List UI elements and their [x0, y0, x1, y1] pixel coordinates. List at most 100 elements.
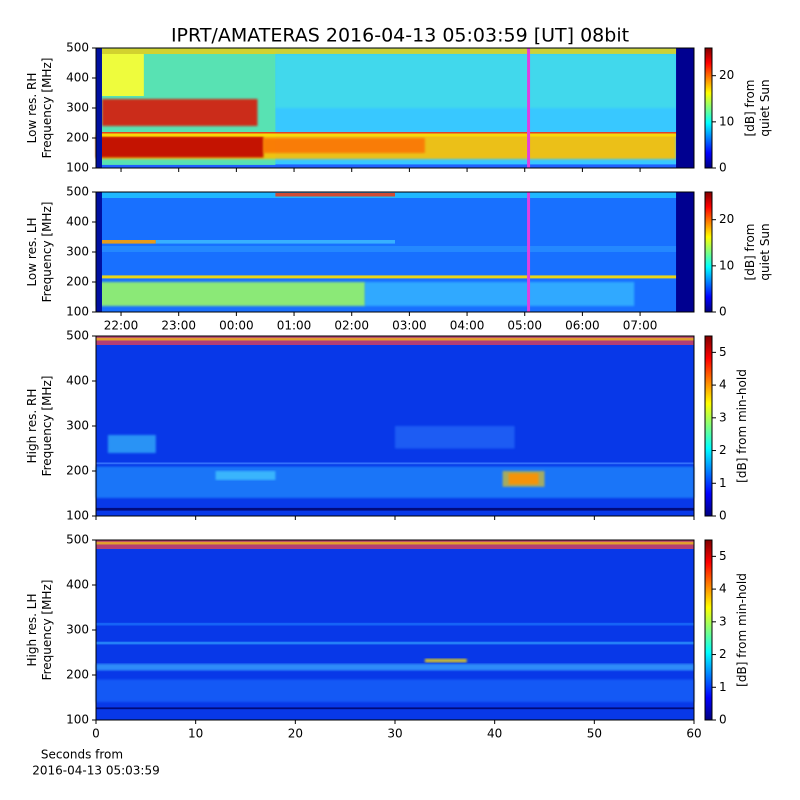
y-tick-label: 100 [66, 161, 89, 175]
y-axis-label-line: High res. RH [25, 389, 39, 464]
spectrum-region [96, 48, 694, 54]
y-tick-label: 500 [66, 185, 89, 199]
spectrogram [96, 540, 694, 720]
y-tick-label: 400 [66, 374, 89, 388]
spectrum-region [96, 133, 694, 137]
y-axis-label-line: Frequency [MHz] [40, 376, 54, 477]
colorbar-tick-label: 5 [719, 345, 727, 359]
x-tick-label: 00:00 [219, 319, 254, 333]
spectrum-region [215, 471, 276, 480]
spectrum-region [96, 164, 694, 168]
colorbar-tick-label: 0 [719, 305, 727, 319]
spectrum-region [365, 282, 635, 306]
spectrum-region [96, 337, 694, 341]
colorbar-label-line: [dB] from [743, 224, 757, 281]
y-tick-label: 500 [66, 41, 89, 55]
colorbar-tick-label: 0 [719, 161, 727, 175]
spectrogram [96, 48, 694, 168]
colorbar-label-line: quiet Sun [758, 79, 772, 136]
spectrum-region [263, 138, 425, 153]
colorbar-tick-label: 3 [719, 614, 727, 628]
colorbar-label: [dB] fromquiet Sun [743, 223, 772, 280]
colorbar-tick-label: 10 [719, 114, 734, 128]
x-tick-label: 0 [92, 727, 100, 741]
colorbar-tick-label: 5 [719, 549, 727, 563]
y-axis-label-line: Frequency [MHz] [40, 580, 54, 681]
spectrum-region [96, 240, 156, 244]
y-tick-label: 300 [66, 101, 89, 115]
colorbar-tick-label: 4 [719, 582, 727, 596]
x-tick-label: 04:00 [450, 319, 485, 333]
colorbar-label-line: [dB] from min-hold [735, 573, 749, 687]
colorbar-tick-label: 1 [719, 476, 727, 490]
spectrum-region [96, 707, 694, 710]
x-tick-label: 60 [686, 727, 701, 741]
colorbar-tick-label: 0 [719, 509, 727, 523]
x-axis-label: Seconds from [41, 748, 123, 762]
x-tick-label: 22:00 [104, 319, 139, 333]
y-tick-label: 200 [66, 668, 89, 682]
y-axis-label-line: Frequency [MHz] [40, 202, 54, 303]
colorbar-tick-label: 2 [719, 443, 727, 457]
x-tick-label: 07:00 [623, 319, 658, 333]
y-tick-label: 300 [66, 419, 89, 433]
x-tick-label: 05:00 [507, 319, 542, 333]
y-tick-label: 100 [66, 713, 89, 727]
colorbar-tick-label: 2 [719, 647, 727, 661]
colorbar-label-line: quiet Sun [758, 223, 772, 280]
spectrum-region [502, 471, 545, 487]
y-tick-label: 100 [66, 509, 89, 523]
colorbar-label: [dB] from min-hold [735, 369, 749, 483]
spectrum-region [424, 658, 467, 663]
spectrum-region [155, 240, 395, 244]
spectrum-region [676, 192, 694, 312]
x-tick-label: 10 [188, 727, 203, 741]
spectrum-region [96, 136, 264, 158]
spectrum-region [96, 282, 366, 306]
colorbar [704, 191, 713, 313]
y-tick-label: 400 [66, 578, 89, 592]
spectrum-region [96, 541, 694, 545]
y-axis-label-line: High res. LH [25, 593, 39, 666]
colorbar-tick-label: 1 [719, 680, 727, 694]
spectrum-region [96, 466, 694, 498]
y-tick-label: 300 [66, 245, 89, 259]
y-axis-label: Low res. LHFrequency [MHz] [25, 202, 54, 303]
spectrum-region [96, 48, 102, 168]
x-tick-label: 20 [288, 727, 303, 741]
spectrum-region [96, 641, 694, 645]
spectrum-region [96, 679, 694, 702]
x-tick-label: 30 [387, 727, 402, 741]
y-tick-label: 300 [66, 623, 89, 637]
colorbar-tick-label: 20 [719, 68, 734, 82]
spectrum-region [107, 435, 156, 453]
y-axis-label-line: Frequency [MHz] [40, 58, 54, 159]
spectrum-region [96, 622, 694, 626]
y-tick-label: 100 [66, 305, 89, 319]
spectrum-region [96, 192, 102, 312]
colorbar-tick-label: 20 [719, 212, 734, 226]
y-tick-label: 400 [66, 215, 89, 229]
colorbar [704, 539, 713, 721]
colorbar-tick-label: 4 [719, 378, 727, 392]
spectrum-region [395, 426, 515, 449]
spectrum-region [96, 132, 694, 134]
x-tick-label: 50 [587, 727, 602, 741]
spectrum-region [676, 48, 694, 168]
spectrum-region [275, 192, 395, 197]
y-tick-label: 500 [66, 533, 89, 547]
x-axis-label: 2016-04-13 05:03:59 [32, 764, 159, 778]
colorbar-tick-label: 3 [719, 410, 727, 424]
colorbar-label: [dB] fromquiet Sun [743, 79, 772, 136]
colorbar [704, 335, 713, 517]
x-tick-label: 01:00 [277, 319, 312, 333]
chart-title: IPRT/AMATERAS 2016-04-13 05:03:59 [UT] 0… [171, 25, 629, 47]
spectrum-region [96, 507, 694, 511]
colorbar [704, 47, 713, 169]
spectrum-region [96, 275, 694, 279]
colorbar-label-line: [dB] from [743, 80, 757, 137]
y-tick-label: 400 [66, 71, 89, 85]
y-axis-label-line: Low res. RH [25, 73, 39, 144]
colorbar-label: [dB] from min-hold [735, 573, 749, 687]
